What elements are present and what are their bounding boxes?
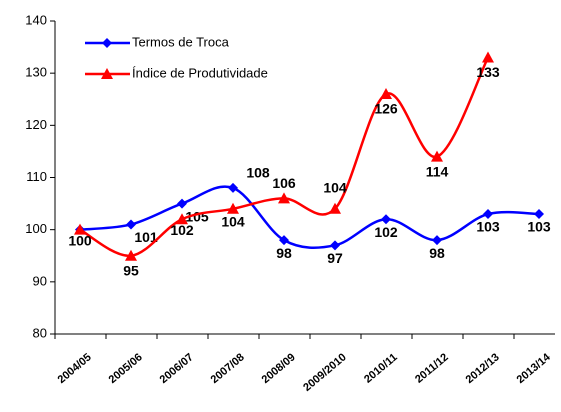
data-label: 102 (170, 222, 194, 238)
point (176, 213, 188, 225)
y-tick-label: 140 (25, 12, 47, 27)
y-tick-label: 80 (33, 325, 47, 340)
data-label: 98 (429, 245, 445, 261)
data-label: 98 (276, 245, 292, 261)
point (126, 219, 136, 230)
point (432, 235, 442, 246)
data-label: 103 (476, 219, 500, 235)
data-label: 101 (134, 229, 158, 245)
legend-marker (101, 68, 113, 79)
series-line (79, 56, 490, 258)
x-tick-label: 2007/08 (209, 351, 247, 386)
point (227, 202, 239, 214)
y-tick-label: 120 (25, 117, 47, 132)
point (177, 198, 187, 209)
data-label: 114 (426, 163, 449, 179)
data-label: 103 (527, 219, 551, 235)
data-label: 95 (123, 262, 139, 278)
y-tick-label: 100 (25, 221, 47, 236)
data-label: 133 (476, 64, 500, 80)
data-label: 126 (374, 101, 398, 117)
point (74, 223, 86, 235)
point (279, 235, 289, 246)
point (431, 150, 443, 162)
x-tick-label: 2013/14 (515, 351, 554, 386)
y-tick-label: 110 (26, 169, 47, 184)
data-label: 102 (374, 224, 398, 240)
point (380, 88, 392, 100)
point (278, 192, 290, 204)
point (125, 249, 137, 261)
x-tick-label: 2004/05 (56, 351, 94, 386)
point (330, 240, 340, 251)
x-tick-label: 2009/2010 (301, 351, 349, 394)
y-tick-label: 90 (33, 273, 47, 288)
data-label: 106 (272, 175, 296, 191)
x-tick-label: 2010/11 (362, 351, 400, 385)
data-label: 104 (323, 180, 347, 196)
point (482, 51, 494, 63)
point (483, 209, 493, 220)
data-label: 104 (221, 214, 245, 230)
series-line (79, 185, 540, 249)
x-tick-label: 2008/09 (260, 351, 298, 386)
point (228, 182, 238, 193)
legend-marker (102, 38, 112, 48)
data-label: 97 (327, 250, 343, 266)
legend-label: Termos de Troca (132, 34, 230, 49)
x-tick-label: 2011/12 (413, 351, 451, 385)
legend-label: Índice de Produtividade (132, 65, 268, 80)
data-label: 100 (68, 232, 92, 248)
point (381, 214, 391, 225)
x-tick-label: 2006/07 (158, 351, 196, 386)
point (329, 202, 341, 214)
y-tick-label: 130 (25, 65, 47, 80)
point (534, 209, 544, 220)
x-tick-label: 2012/13 (464, 351, 502, 386)
x-tick-label: 2005/06 (107, 351, 145, 386)
data-label: 108 (246, 165, 270, 181)
